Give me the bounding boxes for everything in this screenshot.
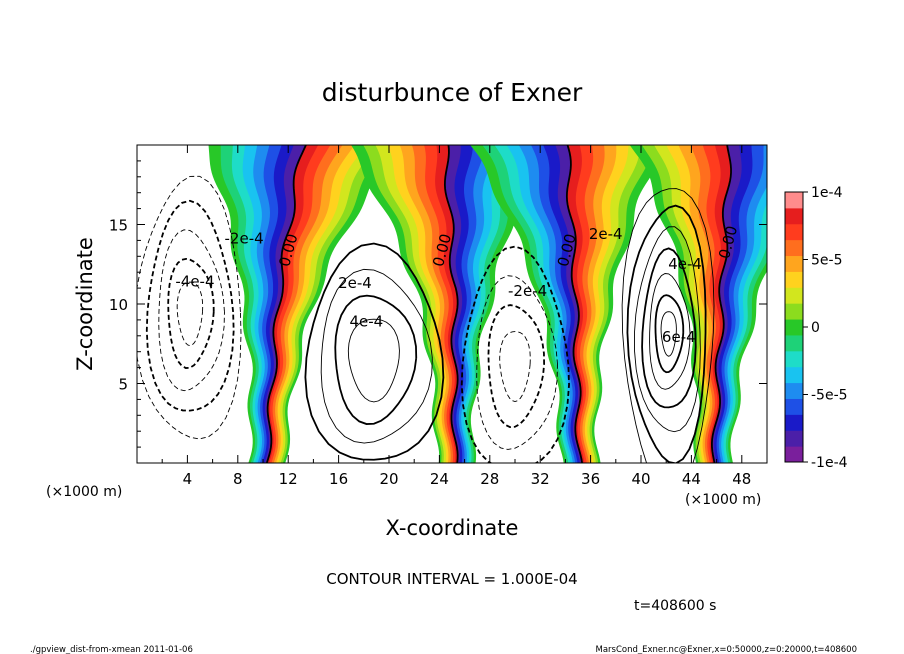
contour-line xyxy=(176,281,204,347)
color-field xyxy=(208,145,767,463)
contour-label: 4e-4 xyxy=(668,255,702,273)
colorbar-swatch xyxy=(785,192,803,209)
x-tick-label: 24 xyxy=(430,470,449,488)
contour-line xyxy=(654,294,685,374)
colorbar-swatch xyxy=(785,414,803,431)
colorbar-tick-label: -1e-4 xyxy=(811,455,848,471)
field-band xyxy=(266,145,319,463)
contour-line xyxy=(487,304,546,429)
y-tick-label: 5 xyxy=(118,376,128,394)
contour-line xyxy=(137,175,242,440)
contour-line xyxy=(641,247,697,409)
footer-left: ./gpview_dist-from-xmean 2011-01-06 xyxy=(30,645,193,654)
colorbar-swatch xyxy=(785,446,803,463)
colorbar-swatch xyxy=(785,319,803,336)
contour-label: 4e-4 xyxy=(349,312,383,330)
colorbar-tick-label: 1e-4 xyxy=(811,185,843,201)
y-axis-label: Z-coordinate xyxy=(73,237,97,371)
x-tick-label: 4 xyxy=(183,470,193,488)
x-tick-label: 12 xyxy=(279,470,298,488)
contour-line xyxy=(626,204,707,463)
contour-label: -2e-4 xyxy=(225,230,264,248)
colorbar-tick-label: -5e-5 xyxy=(811,388,848,404)
y-tick-label: 10 xyxy=(109,296,128,314)
colorbar-swatch xyxy=(785,334,803,352)
x-tick-label: 20 xyxy=(379,470,398,488)
contour-line xyxy=(621,188,715,463)
x-tick-label: 48 xyxy=(732,470,751,488)
colorbar-ticks: 1e-4 5e-5 0 -5e-5 -1e-4 xyxy=(803,185,848,471)
colorbar-tick-label: 5e-5 xyxy=(811,253,842,269)
colorbar-swatch xyxy=(785,271,803,288)
colorbar-swatch xyxy=(785,207,803,225)
x-unit-right: (×1000 m) xyxy=(685,492,761,508)
contour-line xyxy=(499,331,531,402)
field-band xyxy=(264,145,306,463)
x-tick-label: 36 xyxy=(581,470,600,488)
zero-contour-line xyxy=(565,145,584,463)
field-band xyxy=(435,145,458,463)
contour-label: -2e-4 xyxy=(508,282,547,300)
zero-contour-line xyxy=(710,145,732,463)
contour-interval-text: CONTOUR INTERVAL = 1.000E-04 xyxy=(326,570,577,588)
contour-line xyxy=(476,275,558,450)
contour-line xyxy=(649,273,691,390)
time-label: t=408600 s xyxy=(634,598,716,614)
colorbar-tick-label: 0 xyxy=(811,320,820,336)
contour-line xyxy=(634,226,701,433)
contour-label: -4e-4 xyxy=(175,273,214,291)
chart-title: disturbunce of Exner xyxy=(322,78,583,107)
contour-line xyxy=(460,245,570,463)
x-tick-label: 44 xyxy=(682,470,701,488)
colorbar-swatch xyxy=(785,223,803,241)
colorbar-swatch xyxy=(785,303,803,320)
contour-lines xyxy=(137,145,732,463)
contour-label: 6e-4 xyxy=(662,328,696,346)
colorbar-swatch xyxy=(785,255,803,272)
x-tick-label: 8 xyxy=(233,470,243,488)
contour-label: 2e-4 xyxy=(338,274,372,292)
field-band xyxy=(711,145,742,463)
contour-line xyxy=(158,229,225,392)
colorbar-swatch xyxy=(785,382,803,399)
x-unit-left: (×1000 m) xyxy=(46,484,122,500)
colorbar-swatch xyxy=(785,350,803,368)
x-tick-label: 32 xyxy=(531,470,550,488)
colorbar xyxy=(784,191,804,463)
zero-contour-line xyxy=(443,145,459,463)
contour-label: 2e-4 xyxy=(589,225,623,243)
x-tick-label: 40 xyxy=(631,470,650,488)
y-axis-ticks: 5 10 15 xyxy=(109,160,767,448)
contour-line xyxy=(145,199,235,412)
contour-line xyxy=(304,242,445,461)
zero-contour-line xyxy=(265,145,307,463)
y-tick-label: 15 xyxy=(109,217,128,235)
field-band xyxy=(711,145,753,463)
contour-line xyxy=(660,311,677,357)
colorbar-swatch xyxy=(785,239,803,257)
colorbar-swatch xyxy=(785,366,803,384)
colorbar-swatch xyxy=(785,398,803,415)
contour-line xyxy=(334,294,418,425)
x-axis-ticks: 4 8 12 16 20 24 28 32 36 40 44 48 xyxy=(161,145,751,488)
footer-right: MarsCond_Exner.nc@Exner,x=0:50000,z=0:20… xyxy=(595,645,857,654)
contour-line xyxy=(320,268,433,444)
colorbar-swatch xyxy=(785,430,803,447)
x-tick-label: 16 xyxy=(329,470,348,488)
colorbar-swatch xyxy=(785,287,803,304)
x-tick-label: 28 xyxy=(480,470,499,488)
contour-line xyxy=(347,318,400,403)
x-axis-label: X-coordinate xyxy=(386,516,519,540)
